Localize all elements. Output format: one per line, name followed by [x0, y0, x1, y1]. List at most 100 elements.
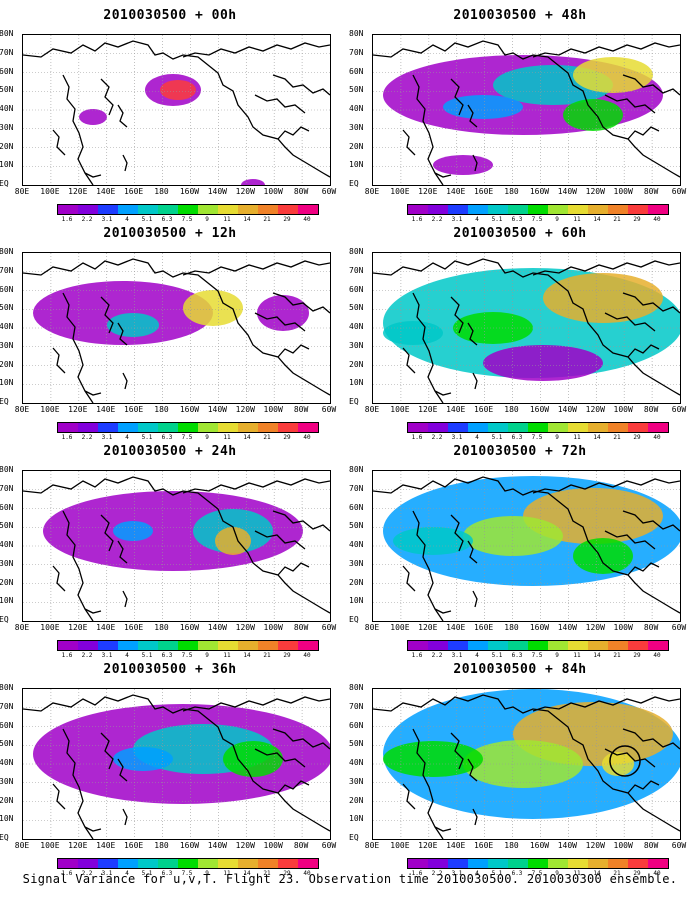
latitude-label: 40N [0, 322, 14, 331]
colorbar-swatch [58, 859, 78, 868]
coastline [100, 78, 114, 116]
colorbar-labels: 1.6 2.2 3.1 4 5.1 6.3 7.5 9 11 14 21 29 40 [407, 652, 669, 661]
coastline [122, 154, 128, 172]
latitude-label: 10N [0, 378, 14, 388]
colorbar-level-label: 21 [263, 434, 271, 441]
longitude-label: 140W [557, 405, 577, 414]
longitude-label: 100E [390, 841, 410, 850]
colorbar-level-label: 5.1 [491, 652, 503, 659]
latitude-label: 60N [0, 66, 14, 76]
colorbar-swatch [508, 205, 528, 214]
coastline [467, 104, 478, 128]
colorbar-swatch [588, 641, 608, 650]
coastline [627, 780, 660, 794]
longitude-label: 120E [68, 623, 88, 632]
colorbar-level-label: 11 [223, 216, 231, 223]
variance-field [393, 527, 473, 555]
coastline [122, 372, 128, 390]
latitude-label: 50N [0, 521, 14, 531]
colorbar-level-label: 21 [263, 216, 271, 223]
longitude-label: 160E [123, 405, 144, 414]
colorbar-swatch [448, 641, 468, 650]
colorbar-level-label: 3.1 [101, 434, 113, 441]
colorbar-level-label: 2.2 [431, 652, 443, 659]
map-panel: 2010030500 + 12h 80N 70N 60N 50N 40N 30N 20N 10N… [0, 226, 340, 446]
latitude-label: 80N [349, 683, 364, 692]
latitude-label: EQ [349, 179, 359, 188]
colorbar-swatch [608, 205, 628, 214]
coastline [117, 104, 128, 128]
map-panel: 2010030500 + 84h 80N 70N 60N 50N 40N 30N 20N 10N… [349, 662, 690, 882]
colorbar-swatch [178, 423, 198, 432]
coastline [277, 344, 310, 358]
colorbar-swatch [298, 641, 318, 650]
longitude-label: 120E [418, 841, 438, 850]
colorbar-level-label: 29 [283, 652, 291, 659]
longitude-label: 160E [123, 623, 144, 632]
longitude-label: 160W [179, 405, 200, 414]
longitude-label: 120W [235, 623, 255, 632]
colorbar-level-label: 1.6 [61, 434, 73, 441]
coastline [532, 260, 680, 276]
latitude-label: 60N [349, 720, 364, 730]
longitude-label: 100E [390, 405, 410, 414]
colorbar-level-label: 6.3 [511, 870, 523, 877]
colorbar-level-label: 4 [125, 652, 129, 659]
colorbar [407, 858, 669, 869]
map-area [372, 252, 681, 404]
latitude-label: 50N [349, 739, 364, 749]
longitude-label: 80E [14, 187, 30, 196]
coastline [122, 808, 128, 826]
panel-title: 2010030500 + 24h [103, 444, 237, 459]
colorbar-swatch [488, 423, 508, 432]
panel-title: 2010030500 + 48h [453, 8, 587, 23]
longitude-label: 180 [154, 187, 169, 196]
coastline [604, 530, 656, 550]
coastline [277, 780, 310, 794]
latitude-label: 40N [349, 540, 364, 549]
colorbar-swatch [258, 205, 278, 214]
variance-field [383, 321, 443, 345]
longitude-label: 120E [68, 187, 88, 196]
coastline [467, 540, 478, 564]
colorbar-swatch [218, 641, 238, 650]
longitude-label: 80E [14, 405, 30, 414]
longitude-label: 160W [529, 623, 550, 632]
longitude-label: 160W [529, 841, 550, 850]
longitude-label: 140E [446, 623, 466, 632]
panel-title: 2010030500 + 60h [453, 226, 587, 241]
longitude-label: 80E [364, 623, 380, 632]
longitude-label: 80W [293, 841, 309, 850]
colorbar-swatch [528, 205, 548, 214]
latitude-label: 20N [349, 141, 364, 151]
map-panel: 2010030500 + 36h 80N 70N 60N 50N 40N 30N 20N 10N… [0, 662, 340, 882]
coastline [254, 312, 306, 332]
longitude-label: 80W [643, 841, 659, 850]
coastline [277, 562, 310, 576]
colorbar-level-label: 29 [633, 652, 641, 659]
colorbar-level-label: 4 [475, 870, 479, 877]
latitude-label: 10N [349, 378, 364, 388]
longitude-label: 180 [154, 405, 169, 414]
coastline [62, 292, 94, 403]
latitude-label: 40N [349, 322, 364, 331]
coastline [472, 154, 478, 172]
latitude-label: 50N [349, 85, 364, 95]
variance-field [79, 109, 107, 125]
colorbar-labels: 1.6 2.2 3.1 4 5.1 6.3 7.5 9 11 14 21 29 40 [57, 870, 319, 879]
variance-field [463, 516, 563, 556]
colorbar [407, 640, 669, 651]
colorbar-swatch [258, 423, 278, 432]
variance-field [183, 290, 243, 326]
colorbar-swatch [298, 859, 318, 868]
colorbar-swatch [508, 423, 528, 432]
longitude-label: 60W [671, 623, 687, 632]
colorbar-level-label: 11 [573, 216, 581, 223]
variance-field [33, 281, 213, 345]
colorbar-labels: 1.6 2.2 3.1 4 5.1 6.3 7.5 9 11 14 21 29 40 [57, 434, 319, 443]
colorbar-level-label: 21 [263, 652, 271, 659]
latitude-label: 30N [349, 776, 364, 786]
latitude-label: 70N [349, 483, 364, 493]
colorbar-swatch [278, 641, 298, 650]
colorbar-swatch [428, 859, 448, 868]
